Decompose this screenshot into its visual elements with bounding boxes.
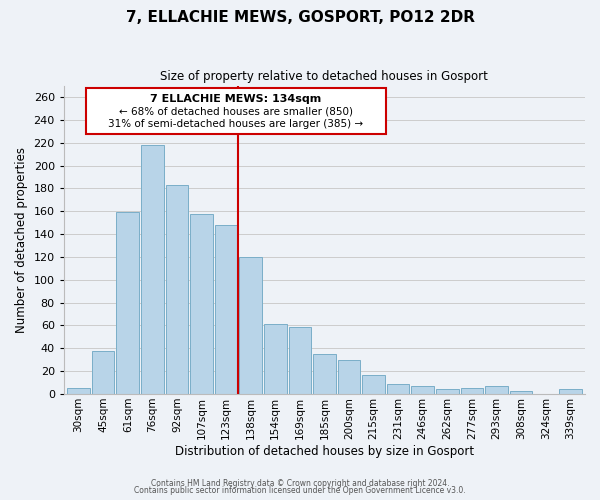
Text: 31% of semi-detached houses are larger (385) →: 31% of semi-detached houses are larger (…: [109, 118, 364, 128]
Y-axis label: Number of detached properties: Number of detached properties: [15, 147, 28, 333]
Bar: [239, 257, 262, 394]
Text: 7 ELLACHIE MEWS: 134sqm: 7 ELLACHIE MEWS: 134sqm: [150, 94, 322, 104]
Bar: [313, 354, 336, 394]
Title: Size of property relative to detached houses in Gosport: Size of property relative to detached ho…: [160, 70, 488, 83]
Bar: [412, 386, 434, 394]
Bar: [264, 324, 287, 394]
Bar: [92, 350, 115, 394]
Text: 7, ELLACHIE MEWS, GOSPORT, PO12 2DR: 7, ELLACHIE MEWS, GOSPORT, PO12 2DR: [125, 10, 475, 25]
Bar: [559, 390, 581, 394]
Bar: [485, 386, 508, 394]
FancyBboxPatch shape: [86, 88, 386, 134]
Bar: [510, 390, 532, 394]
Bar: [67, 388, 90, 394]
X-axis label: Distribution of detached houses by size in Gosport: Distribution of detached houses by size …: [175, 444, 474, 458]
Bar: [461, 388, 483, 394]
Bar: [215, 225, 238, 394]
Bar: [362, 374, 385, 394]
Bar: [166, 185, 188, 394]
Bar: [436, 390, 458, 394]
Bar: [387, 384, 409, 394]
Text: Contains public sector information licensed under the Open Government Licence v3: Contains public sector information licen…: [134, 486, 466, 495]
Bar: [190, 214, 213, 394]
Text: Contains HM Land Registry data © Crown copyright and database right 2024.: Contains HM Land Registry data © Crown c…: [151, 478, 449, 488]
Bar: [289, 326, 311, 394]
Text: ← 68% of detached houses are smaller (850): ← 68% of detached houses are smaller (85…: [119, 106, 353, 116]
Bar: [141, 145, 164, 394]
Bar: [338, 360, 361, 394]
Bar: [116, 212, 139, 394]
